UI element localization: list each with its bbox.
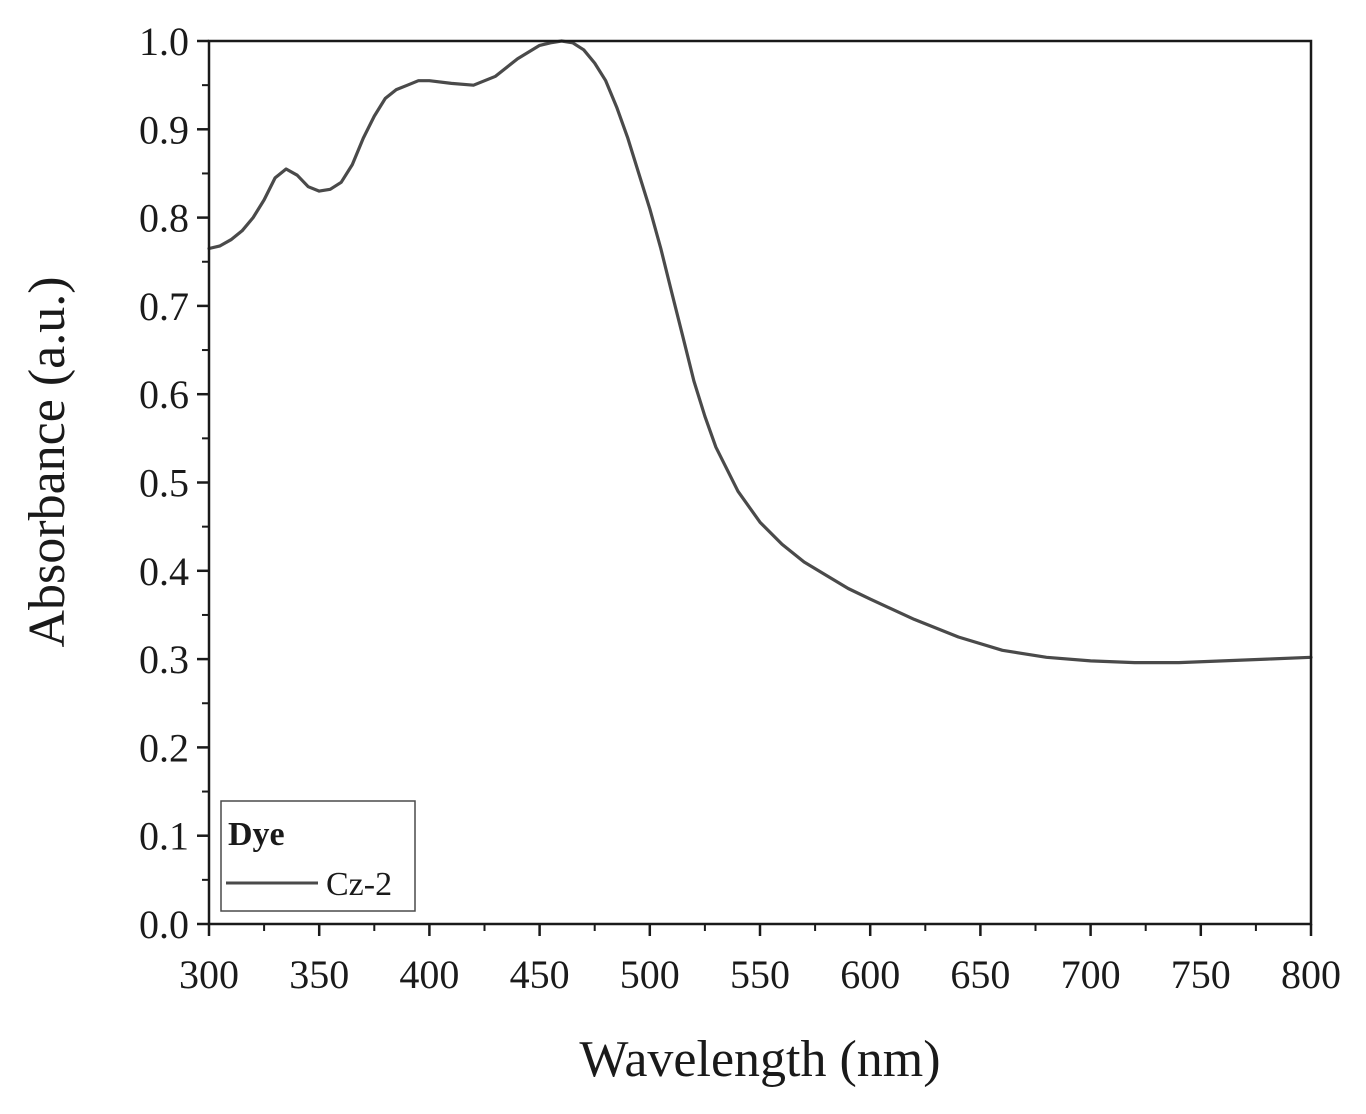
y-tick-label: 0.3 (139, 637, 189, 682)
legend-title: Dye (228, 816, 285, 853)
y-tick-label: 0.1 (139, 814, 189, 859)
x-tick-label: 400 (399, 952, 459, 997)
x-tick-label: 750 (1171, 952, 1231, 997)
series-line-cz-2 (207, 39, 1313, 665)
y-axis-title: Absorbance (a.u.) (19, 276, 76, 647)
y-tick-label: 0.7 (139, 284, 189, 329)
legend-label-cz-2: Cz-2 (326, 866, 392, 903)
plot-frame (207, 39, 1313, 926)
y-tick-label: 0.0 (139, 902, 189, 947)
y-tick-label: 0.9 (139, 107, 189, 152)
x-tick-label: 450 (510, 952, 570, 997)
x-tick-label: 500 (620, 952, 680, 997)
y-axis-ticks: 0.0 0.1 0.2 0.3 0.4 0.5 0.6 0.7 0.8 0.9 1.0 (139, 19, 209, 947)
x-tick-label: 350 (289, 952, 349, 997)
x-tick-label: 300 (179, 952, 239, 997)
x-tick-label: 650 (950, 952, 1010, 997)
y-tick-label: 0.8 (139, 196, 189, 241)
y-tick-label: 0.4 (139, 549, 189, 594)
x-axis-title: Wavelength (nm) (579, 1031, 940, 1088)
x-tick-label: 600 (840, 952, 900, 997)
series-layer (207, 39, 1313, 665)
x-tick-label: 800 (1281, 952, 1341, 997)
y-tick-label: 0.5 (139, 461, 189, 506)
legend-box (220, 800, 416, 912)
legend: Dye Cz-2 (220, 800, 416, 912)
x-tick-label: 700 (1061, 952, 1121, 997)
x-tick-label: 550 (730, 952, 790, 997)
x-axis-ticks: 300 350 400 450 500 550 600 650 700 750 800 (179, 924, 1341, 997)
y-tick-label: 1.0 (139, 19, 189, 64)
y-tick-label: 0.2 (139, 725, 189, 770)
y-tick-label: 0.6 (139, 372, 189, 417)
